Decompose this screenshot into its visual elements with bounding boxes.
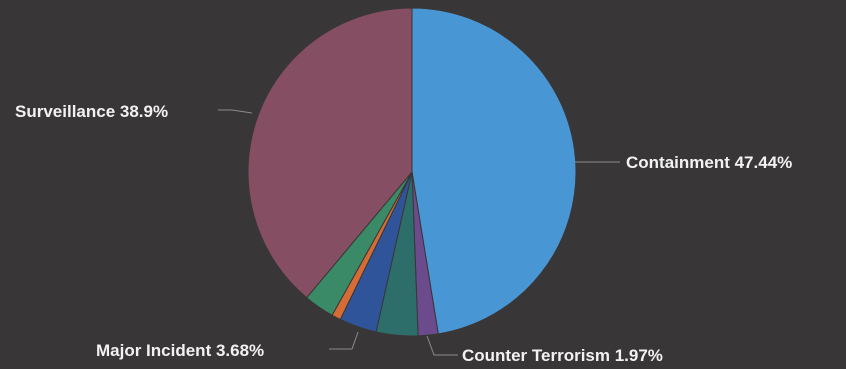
- leader-line-major-incident: [329, 331, 359, 350]
- pie-slice-surveillance: [247, 7, 413, 299]
- pie-slice-containment: [411, 7, 577, 335]
- leader-line-counter-terrorism: [426, 335, 458, 356]
- pie-slices: [247, 7, 577, 337]
- label-surveillance: Surveillance 38.9%: [15, 102, 168, 121]
- label-counter-terrorism: Counter Terrorism 1.97%: [462, 346, 663, 365]
- leader-line-surveillance: [218, 109, 253, 114]
- label-containment: Containment 47.44%: [626, 153, 792, 172]
- label-major-incident: Major Incident 3.68%: [96, 341, 264, 360]
